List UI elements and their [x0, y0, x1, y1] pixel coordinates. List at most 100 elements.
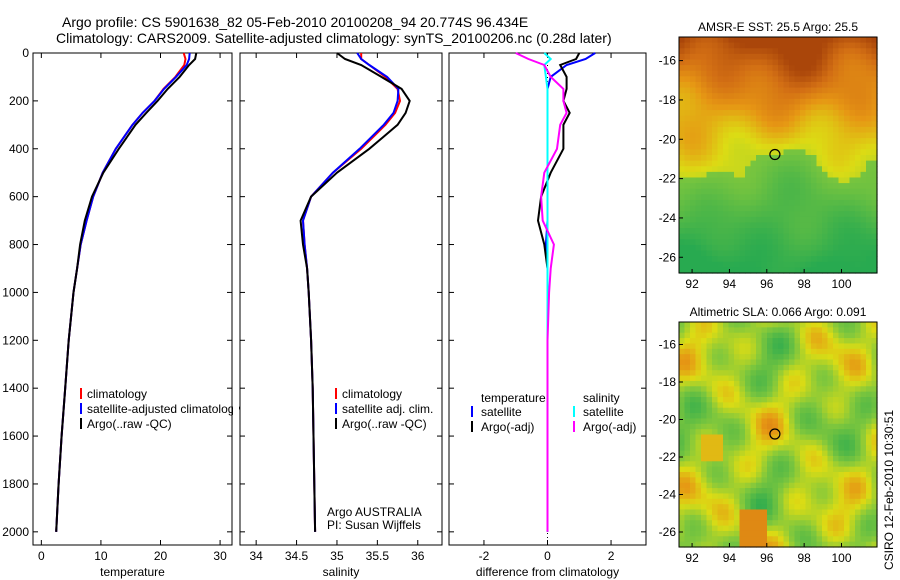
map-cell	[756, 177, 763, 184]
map-cell	[739, 65, 746, 72]
map-cell	[701, 391, 708, 398]
map-cell	[701, 37, 708, 44]
map-cell	[717, 256, 724, 263]
map-cell	[789, 250, 796, 257]
map-cell	[706, 509, 713, 516]
map-cell	[833, 87, 840, 94]
map-cell	[833, 343, 840, 350]
map-cell	[706, 171, 713, 179]
map-cell	[728, 375, 735, 382]
map-cell	[767, 194, 774, 201]
map-cell	[706, 76, 713, 83]
map-cell	[805, 104, 812, 111]
map-cell	[695, 59, 702, 66]
map-cell	[739, 138, 746, 145]
map-cell	[833, 132, 840, 139]
map-cell	[772, 493, 779, 500]
map-cell	[690, 205, 697, 212]
map-cell	[833, 239, 840, 246]
map-cell	[684, 327, 691, 334]
map-cell	[745, 121, 752, 128]
x-tick-label: 98	[797, 277, 811, 291]
map-cell	[789, 509, 796, 516]
map-cell	[860, 514, 867, 521]
map-cell	[871, 138, 878, 145]
map-cell	[739, 98, 746, 106]
map-cell	[761, 104, 768, 111]
map-cell	[684, 183, 691, 190]
map-cell	[739, 397, 746, 403]
map-cell	[767, 87, 774, 94]
map-cell	[871, 504, 878, 511]
map-cell	[690, 138, 697, 145]
map-cell	[717, 228, 724, 235]
map-cell	[767, 70, 774, 77]
map-cell	[723, 520, 730, 527]
map-cell	[772, 216, 779, 224]
map-cell	[695, 391, 702, 398]
map-cell	[772, 132, 779, 139]
map-cell	[679, 359, 686, 366]
map-cell	[772, 364, 779, 371]
map-cell	[745, 509, 752, 516]
map-cell	[712, 520, 719, 527]
panel-frame	[32, 52, 233, 546]
map-cell	[816, 498, 823, 505]
map-cell	[789, 338, 796, 345]
map-cell	[761, 160, 768, 167]
map-cell	[734, 155, 741, 162]
map-cell	[679, 386, 686, 393]
map-cell	[822, 482, 829, 489]
map-cell	[767, 348, 774, 355]
map-cell	[816, 110, 823, 117]
map-cell	[783, 188, 790, 195]
map-cell	[690, 250, 697, 257]
map-cell	[701, 407, 708, 414]
map-cell	[756, 332, 763, 339]
map-cell	[822, 183, 829, 190]
map-cell	[761, 93, 768, 100]
map-cell	[783, 177, 790, 184]
map-cell	[756, 76, 763, 83]
map-cell	[855, 407, 862, 414]
map-cell	[767, 359, 774, 366]
map-cell	[739, 536, 746, 543]
map-cell	[811, 397, 818, 403]
map-cell	[866, 160, 873, 167]
map-cell	[855, 429, 862, 436]
map-cell	[712, 149, 719, 156]
map-cell	[756, 104, 763, 111]
map-cell	[739, 267, 746, 274]
map-cell	[783, 155, 790, 162]
map-cell	[756, 93, 763, 100]
map-cell	[679, 413, 686, 420]
map-cell	[745, 434, 752, 441]
map-cell	[855, 359, 862, 366]
map-cell	[794, 37, 801, 44]
map-cell	[767, 199, 774, 207]
map-cell	[871, 211, 878, 218]
map-cell	[701, 261, 708, 268]
map-cell	[816, 48, 823, 55]
map-cell	[772, 380, 779, 387]
map-cell	[789, 482, 796, 489]
map-cell	[767, 59, 774, 66]
map-cell	[695, 530, 702, 537]
map-cell	[767, 205, 774, 212]
map-cell	[701, 216, 708, 224]
map-cell	[728, 199, 735, 207]
map-cell	[827, 514, 834, 521]
map-cell	[794, 65, 801, 72]
map-cell	[855, 155, 862, 162]
map-cell	[800, 461, 807, 468]
map-cell	[822, 188, 829, 195]
map-cell	[789, 42, 796, 49]
map-cell	[838, 450, 845, 457]
map-cell	[712, 536, 719, 543]
map-cell	[723, 504, 730, 511]
map-cell	[723, 244, 730, 252]
map-cell	[739, 87, 746, 94]
map-cell	[794, 199, 801, 207]
map-cell	[805, 530, 812, 537]
map-cell	[844, 509, 851, 516]
